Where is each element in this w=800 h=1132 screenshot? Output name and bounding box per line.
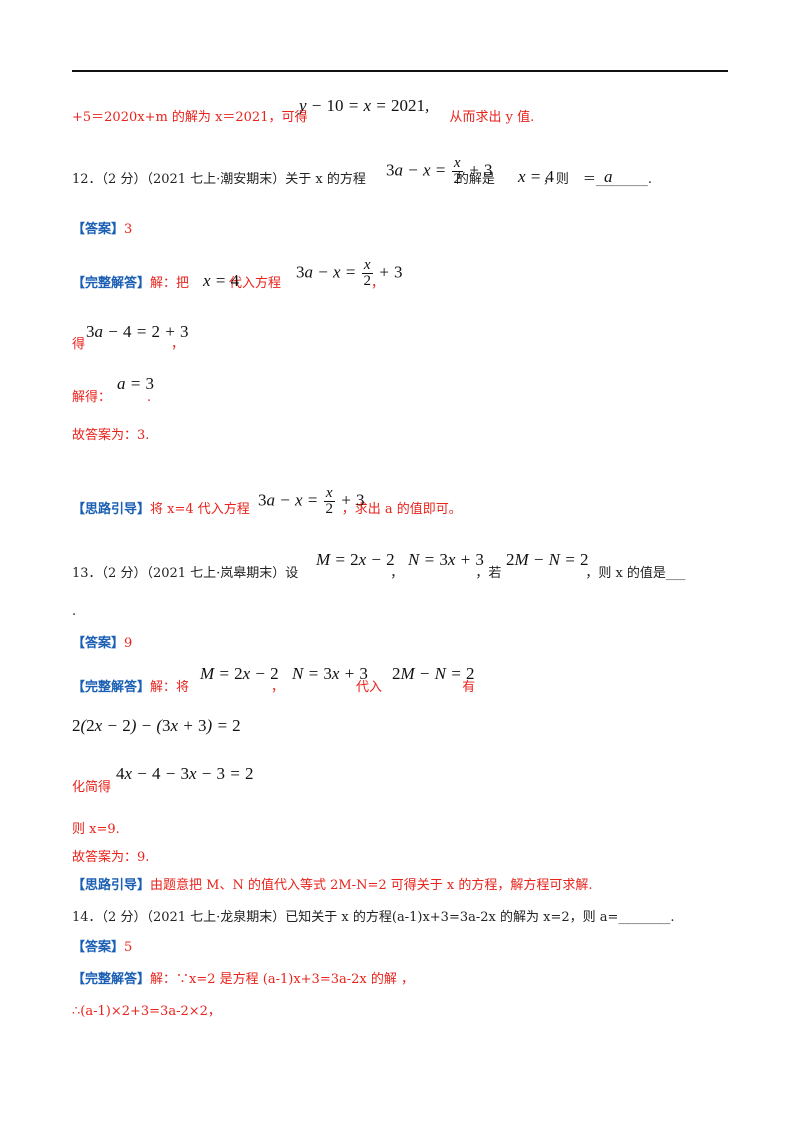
hint-12: 【思路引导】将 x=4 代入方程 ，求出 a 的值即可。: [72, 502, 462, 517]
var-a: a: [604, 167, 613, 186]
x-eq-4-sol: x = 4: [203, 271, 240, 290]
answer-14: 【答案】5: [72, 940, 133, 955]
step-jiede: 解得：.: [72, 390, 152, 405]
sol-equation-2M-N: 2M − N = 2: [392, 664, 475, 683]
equation-3a-4: 3a − 4 = 2 + 3: [86, 322, 189, 341]
answer-13: 【答案】9: [72, 636, 133, 651]
sol-equation-N: N = 3x + 3: [292, 664, 368, 683]
solution-13: 【完整解答】解：将，代入有: [72, 680, 476, 695]
equation-a-eq-3: a = 3: [117, 374, 154, 393]
step-huajian: 化简得: [72, 780, 112, 795]
header-rule: [72, 70, 728, 72]
hint-13: 【思路引导】由题意把 M、N 的值代入等式 2M-N=2 可得关于 x 的方程，…: [72, 878, 593, 893]
equation-substituted: 2(2x − 2) − (3x + 3) = 2: [72, 716, 241, 735]
equation-y: y − 10 = x = 2021,: [299, 96, 430, 115]
solution-14: 【完整解答】解：∵x=2 是方程 (a-1)x+3=3a-2x 的解 ，: [72, 972, 415, 987]
prev-solution-line: +5＝2020x+m 的解为 x＝2021，可得 从而求出 y 值.: [72, 110, 535, 125]
equation-M: M = 2x − 2: [316, 550, 395, 569]
answer-12: 【答案】3: [72, 222, 133, 237]
question-14: 14．（2 分）（2021 七上·龙泉期末）已知关于 x 的方程(a-1)x+3…: [72, 910, 675, 925]
step-de: 得，: [72, 337, 185, 352]
solution-12: 【完整解答】解：把 代入方程，: [72, 276, 385, 291]
x-eq-4: x = 4: [518, 167, 555, 186]
equation-N: N = 3x + 3: [408, 550, 484, 569]
question-12: 12．（2 分）（2021 七上·潮安期末）关于 x 的方程 的解是 ，则 ＝____…: [72, 172, 653, 187]
sol-equation-M: M = 2x − 2: [200, 664, 279, 683]
step-14: ∴(a-1)×2+3=3a-2×2，: [72, 1004, 221, 1019]
result-13: 则 x=9.: [72, 822, 120, 837]
final-12: 故答案为：3.: [72, 428, 150, 443]
q13-period: .: [72, 604, 77, 619]
final-13: 故答案为：9.: [72, 850, 150, 865]
question-13: 13．（2 分）（2021 七上·岚皋期末）设，，若 ，则 x 的值是___: [72, 566, 686, 581]
equation-simplified: 4x − 4 − 3x − 3 = 2: [116, 764, 254, 783]
equation-2M-N: 2M − N = 2: [506, 550, 589, 569]
